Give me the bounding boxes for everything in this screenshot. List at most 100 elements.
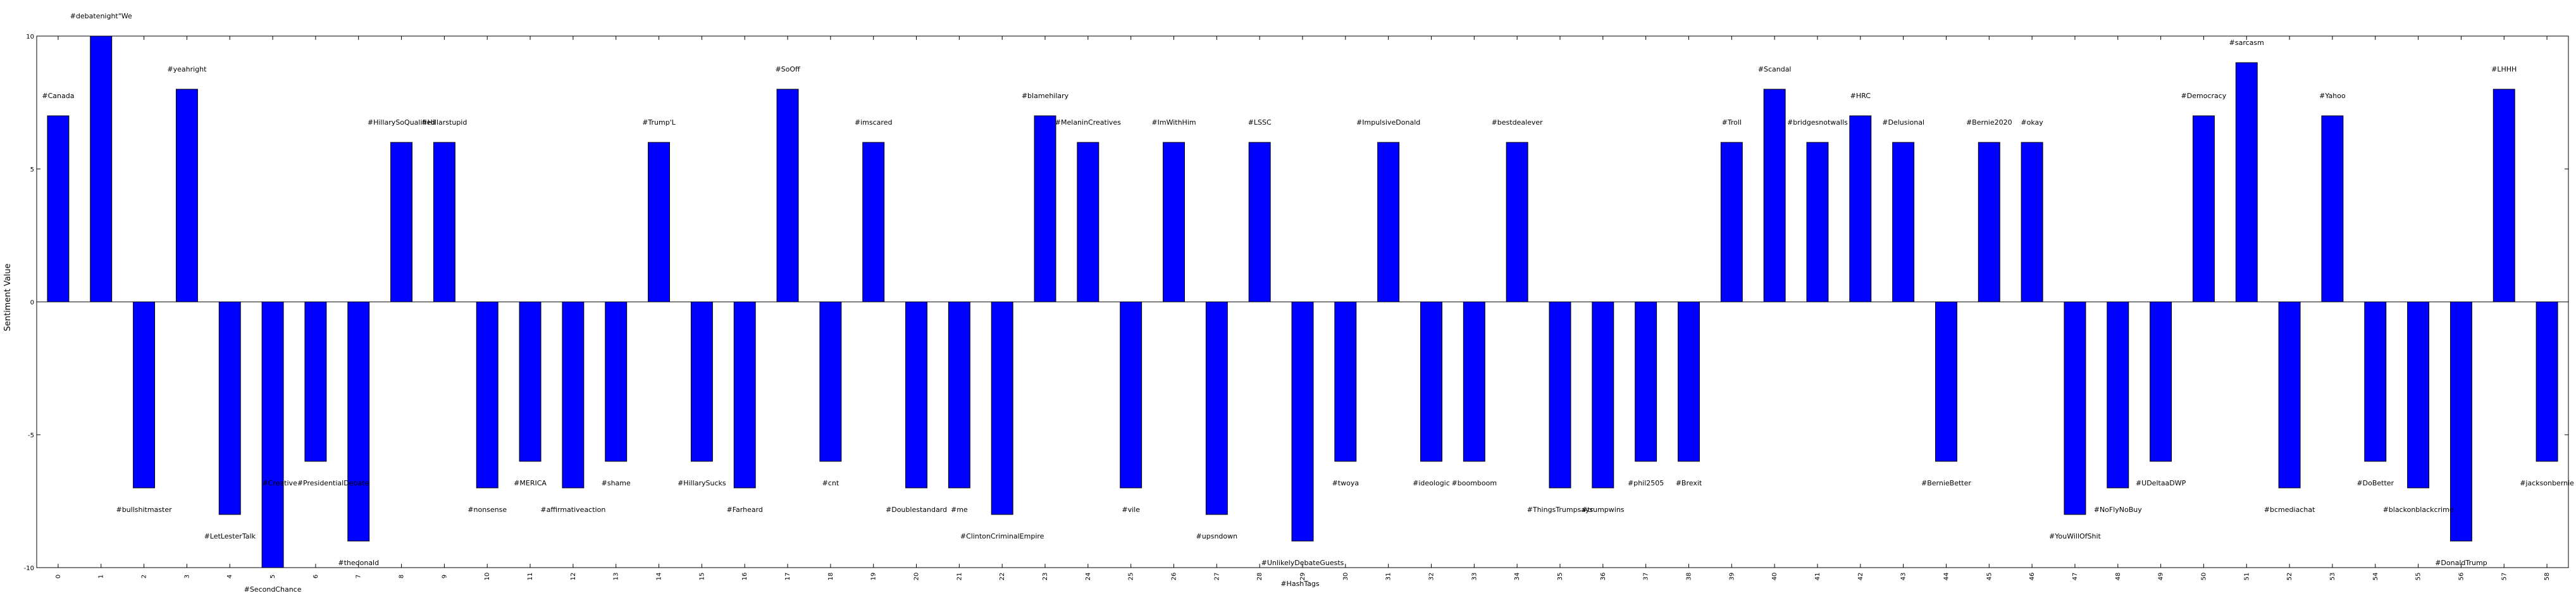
hashtag-label: #blackonblackcrime <box>2383 506 2454 514</box>
x-tick-label: 12 <box>570 573 577 581</box>
y-tick-label: 10 <box>26 34 34 40</box>
bar <box>1334 301 1357 462</box>
hashtag-label: #Farheard <box>727 506 763 514</box>
x-tick-label: 32 <box>1428 573 1435 581</box>
bar <box>2021 142 2043 302</box>
x-tick-label: 9 <box>441 575 448 578</box>
bar <box>90 35 113 302</box>
x-tick-label: 18 <box>827 573 834 581</box>
bar <box>261 301 284 568</box>
x-tick-label: 4 <box>226 575 233 578</box>
x-tick-label: 23 <box>1042 573 1049 581</box>
hashtag-label: #Bernie2020 <box>1966 118 2012 127</box>
hashtag-label: #cnt <box>822 479 839 487</box>
x-tick-label: 43 <box>1900 573 1907 581</box>
bar <box>1248 142 1271 302</box>
x-tick-label: 50 <box>2200 573 2207 581</box>
hashtag-label: #vile <box>1122 506 1140 514</box>
x-tick-label: 2 <box>141 575 148 578</box>
bar <box>1635 301 1657 462</box>
hashtag-label: #imscared <box>855 118 893 127</box>
hashtag-label: #Delusional <box>1882 118 1924 127</box>
x-tick-label: 51 <box>2243 573 2250 581</box>
hashtag-label: #DonaldTrump <box>2435 559 2487 567</box>
hashtag-label: #jacksonbernie <box>2520 479 2574 487</box>
bar <box>1377 142 1400 302</box>
hashtag-label: #phil2505 <box>1628 479 1664 487</box>
bar <box>1763 89 1786 302</box>
bar <box>605 301 628 462</box>
x-tick-label: 42 <box>1857 573 1864 581</box>
hashtag-label: #Scandal <box>1758 65 1792 73</box>
x-tick-label: 35 <box>1557 573 1564 581</box>
x-tick-label: 11 <box>527 573 534 581</box>
x-tick-label: 17 <box>784 573 791 581</box>
bar <box>390 142 413 302</box>
bar <box>948 301 970 489</box>
hashtag-label: #Brexit <box>1676 479 1702 487</box>
hashtag-label: #twoya <box>1332 479 1359 487</box>
x-tick-label: 36 <box>1600 573 1607 581</box>
x-tick-label: 30 <box>1342 573 1349 581</box>
hashtag-label: #nonsense <box>468 506 507 514</box>
x-axis-extra-label: #HashTags <box>1280 580 1320 588</box>
bar <box>2492 89 2515 302</box>
x-tick-label: 49 <box>2158 573 2165 581</box>
x-tick-label: 19 <box>870 573 877 581</box>
x-tick-label: 7 <box>356 575 362 578</box>
hashtag-label: #bcmediachat <box>2264 506 2315 514</box>
x-tick-label: 21 <box>956 573 963 581</box>
x-tick-label: 20 <box>913 573 920 581</box>
x-tick-label: 0 <box>55 575 62 578</box>
hashtag-label: #Democracy <box>2181 92 2227 100</box>
hashtag-label: #MelaninCreatives <box>1055 118 1121 127</box>
hashtag-label: #HillarySucks <box>678 479 726 487</box>
bar <box>1034 115 1056 302</box>
bar <box>1463 301 1485 462</box>
hashtag-label: #Hillarstupid <box>421 118 467 127</box>
bar <box>519 301 542 462</box>
bar <box>1592 301 1614 489</box>
hashtag-label: #bestdealever <box>1492 118 1544 127</box>
x-tick-label: 28 <box>1256 573 1263 581</box>
hashtag-label: #shame <box>602 479 631 487</box>
hashtag-label: #BernieBetter <box>1921 479 1971 487</box>
hashtag-label: #ideologic <box>1413 479 1450 487</box>
bar <box>2107 301 2129 489</box>
hashtag-label: #YouWillOfShit <box>2049 532 2102 540</box>
x-tick-label: 44 <box>1943 573 1950 581</box>
x-tick-label: 15 <box>698 573 705 581</box>
bar <box>1120 301 1142 489</box>
bar <box>218 301 241 515</box>
bar <box>1420 301 1442 462</box>
bar <box>304 301 327 462</box>
hashtag-label: #affirmativeaction <box>540 506 605 514</box>
hashtag-label: #Troll <box>1722 118 1742 127</box>
y-tick-label: -10 <box>24 565 34 572</box>
hashtag-label: #ClintonCriminalEmpire <box>960 532 1044 540</box>
y-axis-label: Sentiment Value <box>3 263 13 331</box>
hashtag-label: #thedonald <box>338 559 379 567</box>
hashtag-label: #debatenight"We <box>70 12 132 20</box>
x-tick-label: 8 <box>399 575 406 578</box>
bar <box>2278 301 2301 489</box>
bar <box>1077 142 1099 302</box>
bar <box>1163 142 1185 302</box>
bar <box>1506 142 1528 302</box>
hashtag-label: #MERICA <box>514 479 547 487</box>
hashtag-label: #NoFlyNoBuy <box>2094 506 2143 514</box>
bar <box>47 115 70 302</box>
hashtag-label: #ImpulsiveDonald <box>1356 118 1420 127</box>
bar <box>2064 301 2086 515</box>
x-tick-label: 53 <box>2329 573 2336 581</box>
hashtag-label: #Creative#PresidentialDebate <box>263 479 369 487</box>
hashtag-label: #LSSC <box>1248 118 1272 127</box>
bar <box>2150 301 2172 462</box>
hashtag-label: #Yahoo <box>2319 92 2346 100</box>
bar <box>1205 301 1228 515</box>
x-tick-label: 3 <box>183 575 190 578</box>
hashtag-label: #LetLesterTalk <box>204 532 256 540</box>
hashtag-label: #SoOff <box>775 65 800 73</box>
bar <box>1978 142 2000 302</box>
bar <box>1549 301 1571 489</box>
